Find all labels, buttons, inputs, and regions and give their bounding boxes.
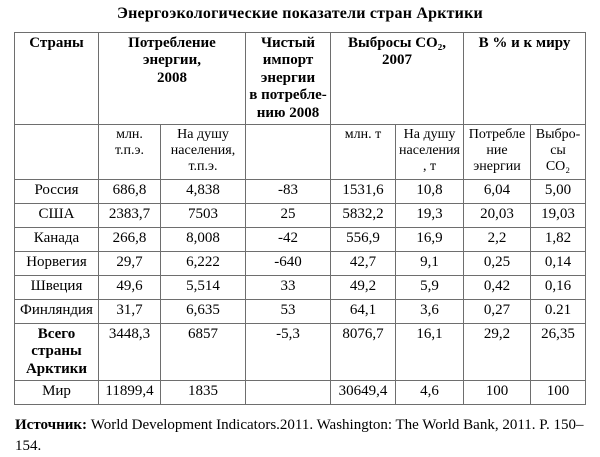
country-label: Мир — [14, 380, 99, 406]
table-title: Энергоэкологические показатели стран Арк… — [117, 5, 483, 22]
cell: 26,35 — [530, 322, 586, 382]
cell — [245, 380, 331, 406]
cell: 3448,3 — [98, 322, 161, 382]
cell: 0,16 — [530, 274, 586, 300]
cell: 42,7 — [330, 250, 396, 276]
cell: 0,14 — [530, 250, 586, 276]
country-label: Россия — [14, 178, 99, 204]
indicators-table: Страны Потребление энергии, 2008 Чистый … — [14, 32, 586, 406]
cell: 7503 — [160, 202, 246, 228]
country-label: Канада — [14, 226, 99, 252]
header-countries: Страны — [14, 32, 99, 125]
country-label: Всего страны Арктики — [14, 322, 99, 382]
cell: 49,2 — [330, 274, 396, 300]
subheader-empty-countries — [14, 123, 99, 180]
cell: 0,25 — [463, 250, 531, 276]
cell: 2,2 — [463, 226, 531, 252]
source-note: Источник: World Development Indicators.2… — [15, 415, 585, 457]
cell: 4,838 — [160, 178, 246, 204]
table-row-arctic-total: Всего страны Арктики 3448,3 6857 -5,3 80… — [14, 322, 586, 382]
cell: 5,00 — [530, 178, 586, 204]
subheader-energy-per-capita: На душу населения, т.п.э. — [160, 123, 246, 180]
cell: 9,1 — [395, 250, 464, 276]
cell: 5832,2 — [330, 202, 396, 228]
cell: 686,8 — [98, 178, 161, 204]
header-world-share: В % и к миру — [463, 32, 586, 125]
cell: 5,9 — [395, 274, 464, 300]
cell: 4,6 — [395, 380, 464, 406]
cell: 31,7 — [98, 298, 161, 324]
country-label: Финляндия — [14, 298, 99, 324]
cell: 266,8 — [98, 226, 161, 252]
cell: -640 — [245, 250, 331, 276]
source-text: World Development Indicators.2011. Washi… — [15, 417, 584, 455]
cell: 3,6 — [395, 298, 464, 324]
cell: 19,3 — [395, 202, 464, 228]
country-label: США — [14, 202, 99, 228]
cell: -83 — [245, 178, 331, 204]
cell: -5,3 — [245, 322, 331, 382]
cell: 5,514 — [160, 274, 246, 300]
subheader-empty-net-import — [245, 123, 331, 180]
cell: 556,9 — [330, 226, 396, 252]
cell: 0.21 — [530, 298, 586, 324]
table-row-norway: Норвегия 29,7 6,222 -640 42,7 9,1 0,25 0… — [14, 250, 586, 276]
cell: 6857 — [160, 322, 246, 382]
cell: 29,7 — [98, 250, 161, 276]
table-row-finland: Финляндия 31,7 6,635 53 64,1 3,6 0,27 0.… — [14, 298, 586, 324]
cell: 6,04 — [463, 178, 531, 204]
cell: 16,9 — [395, 226, 464, 252]
cell: 1,82 — [530, 226, 586, 252]
country-label: Норвегия — [14, 250, 99, 276]
cell: 20,03 — [463, 202, 531, 228]
table-row-russia: Россия 686,8 4,838 -83 1531,6 10,8 6,04 … — [14, 178, 586, 204]
cell: 53 — [245, 298, 331, 324]
cell: 49,6 — [98, 274, 161, 300]
header-energy-consumption: Потребление энергии, 2008 — [98, 32, 246, 125]
header-row-units: млн. т.п.э. На душу населения, т.п.э. мл… — [14, 123, 586, 180]
cell: 25 — [245, 202, 331, 228]
subheader-energy-mln: млн. т.п.э. — [98, 123, 161, 180]
cell: 6,635 — [160, 298, 246, 324]
cell: 2383,7 — [98, 202, 161, 228]
cell: 1835 — [160, 380, 246, 406]
cell: 64,1 — [330, 298, 396, 324]
cell: 0,27 — [463, 298, 531, 324]
header-row-groups: Страны Потребление энергии, 2008 Чистый … — [14, 32, 586, 125]
cell: 16,1 — [395, 322, 464, 382]
subheader-co2-mln: млн. т — [330, 123, 396, 180]
cell: 19,03 — [530, 202, 586, 228]
table-row-canada: Канада 266,8 8,008 -42 556,9 16,9 2,2 1,… — [14, 226, 586, 252]
header-net-import: Чистый импорт энергии в потребле- нию 20… — [245, 32, 331, 125]
cell: -42 — [245, 226, 331, 252]
header-co2-emissions: Выбросы CO₂, 2007 — [330, 32, 464, 125]
cell: 11899,4 — [98, 380, 161, 406]
source-label: Источник: — [15, 417, 87, 434]
cell: 100 — [463, 380, 531, 406]
subheader-co2-per-capita: На душу населения , т — [395, 123, 464, 180]
country-label: Швеция — [14, 274, 99, 300]
subheader-share-energy: Потребле ние энергии — [463, 123, 531, 180]
cell: 33 — [245, 274, 331, 300]
cell: 100 — [530, 380, 586, 406]
cell: 1531,6 — [330, 178, 396, 204]
cell: 8076,7 — [330, 322, 396, 382]
table-row-usa: США 2383,7 7503 25 5832,2 19,3 20,03 19,… — [14, 202, 586, 228]
table-row-world: Мир 11899,4 1835 30649,4 4,6 100 100 — [14, 380, 586, 406]
cell: 0,42 — [463, 274, 531, 300]
cell: 29,2 — [463, 322, 531, 382]
table-row-sweden: Швеция 49,6 5,514 33 49,2 5,9 0,42 0,16 — [14, 274, 586, 300]
cell: 8,008 — [160, 226, 246, 252]
subheader-share-co2: Выбро- сы CO₂ — [530, 123, 586, 180]
cell: 6,222 — [160, 250, 246, 276]
cell: 10,8 — [395, 178, 464, 204]
cell: 30649,4 — [330, 380, 396, 406]
